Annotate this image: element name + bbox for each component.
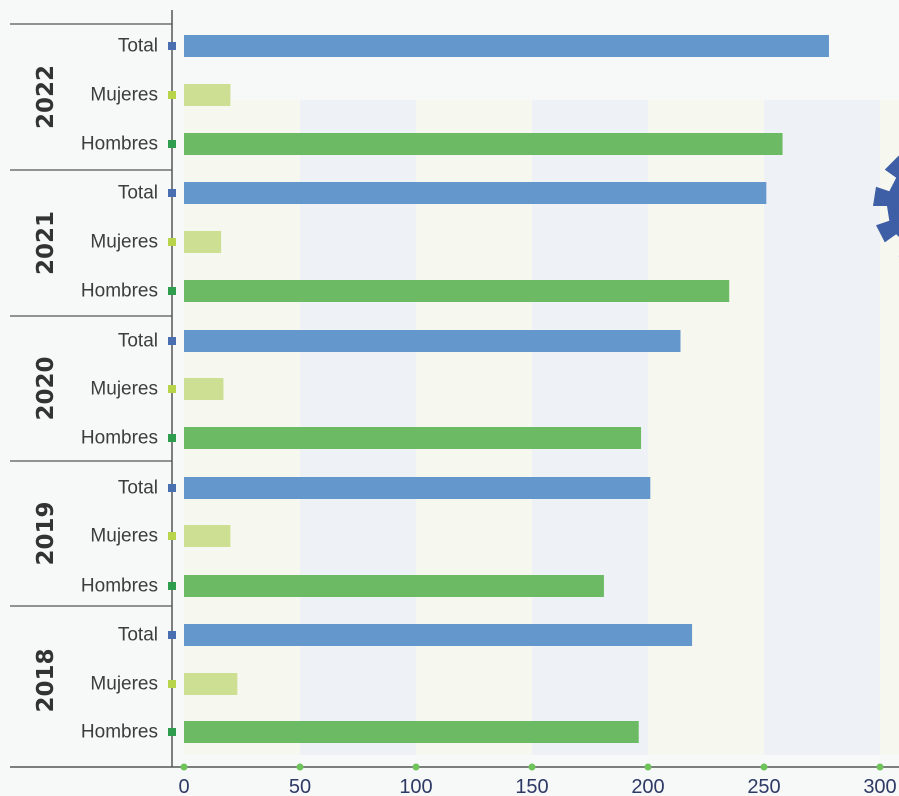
gear-icon	[873, 155, 899, 257]
bars	[168, 35, 829, 743]
category-label: Hombres	[81, 428, 158, 449]
x-tick-label: 250	[747, 776, 780, 796]
x-tick-dot	[412, 763, 420, 771]
category-label: Mujeres	[90, 85, 158, 106]
bar-2018-total	[184, 624, 693, 646]
x-tick-dot	[644, 763, 652, 771]
category-marker	[168, 42, 176, 50]
year-label: 2021	[33, 211, 59, 275]
category-label: Mujeres	[90, 526, 158, 547]
category-labels: 2022 Total Mujeres Hombres 2021 Total Mujeres H…	[33, 36, 158, 743]
category-marker	[168, 189, 176, 197]
category-label: Mujeres	[90, 674, 158, 695]
bar-2019-total	[184, 477, 651, 499]
x-tick-label: 300	[863, 776, 896, 796]
x-tick-label: 150	[515, 776, 548, 796]
category-marker	[168, 238, 176, 246]
x-tick-dot	[528, 763, 536, 771]
bar-2021-hombres	[184, 280, 730, 302]
category-marker	[168, 91, 176, 99]
year-label: 2022	[33, 65, 59, 129]
category-label: Total	[118, 183, 158, 204]
gear-shape	[873, 155, 899, 257]
x-tick-label: 100	[399, 776, 432, 796]
bar-2019-mujeres	[184, 525, 231, 547]
bar-2020-mujeres	[184, 378, 224, 400]
bar-2021-total	[184, 182, 767, 204]
category-label: Hombres	[81, 134, 158, 155]
x-tick-label: 0	[178, 776, 189, 796]
category-marker	[168, 532, 176, 540]
bar-2018-mujeres	[184, 673, 238, 695]
x-tick-dot	[876, 763, 884, 771]
x-tick-dot	[296, 763, 304, 771]
category-label: Total	[118, 331, 158, 352]
category-label: Total	[118, 478, 158, 499]
bar-2020-total	[184, 330, 681, 352]
x-tick-label: 200	[631, 776, 664, 796]
category-label: Hombres	[81, 722, 158, 743]
category-marker	[168, 680, 176, 688]
x-tick-label: 50	[289, 776, 311, 796]
category-marker	[168, 140, 176, 148]
bar-2022-hombres	[184, 133, 783, 155]
year-label: 2020	[33, 356, 59, 420]
bar-2021-mujeres	[184, 231, 222, 253]
category-marker	[168, 337, 176, 345]
category-label: Mujeres	[90, 232, 158, 253]
bar-2018-hombres	[184, 721, 639, 743]
category-label: Total	[118, 625, 158, 646]
category-marker	[168, 582, 176, 590]
bar-2019-hombres	[184, 575, 604, 597]
year-label: 2018	[33, 648, 59, 712]
category-marker	[168, 631, 176, 639]
category-marker	[168, 287, 176, 295]
category-marker	[168, 434, 176, 442]
year-label: 2019	[33, 501, 59, 565]
bar-2022-total	[184, 35, 829, 57]
bar-2020-hombres	[184, 427, 642, 449]
category-marker	[168, 728, 176, 736]
background-band	[764, 100, 880, 755]
category-label: Hombres	[81, 281, 158, 302]
category-label: Mujeres	[90, 379, 158, 400]
category-label: Total	[118, 36, 158, 57]
axes	[10, 10, 899, 768]
bar-2022-mujeres	[184, 84, 231, 106]
x-axis-ticks: 0 50 100 150 200 250 300	[178, 763, 897, 796]
background-band	[880, 100, 899, 755]
category-marker	[168, 484, 176, 492]
category-marker	[168, 385, 176, 393]
x-tick-dot	[180, 763, 188, 771]
category-label: Hombres	[81, 576, 158, 597]
x-tick-dot	[760, 763, 768, 771]
